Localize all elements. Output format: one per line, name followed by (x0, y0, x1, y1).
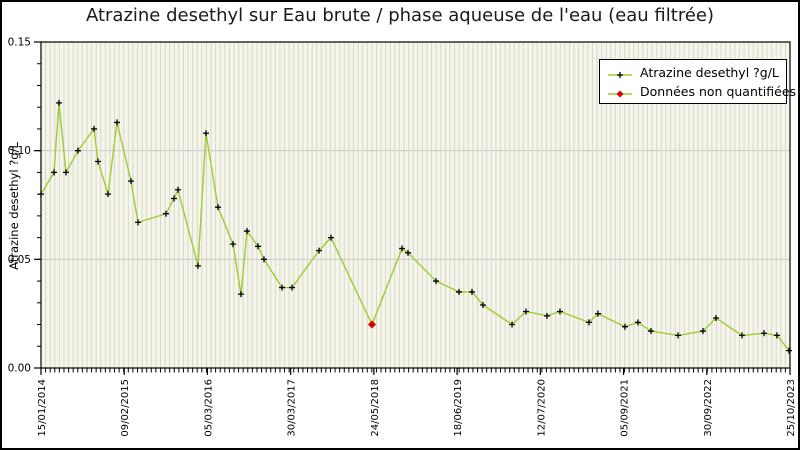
data-point-marker (544, 312, 551, 319)
y-tick-label: 0.05 (8, 254, 31, 266)
data-point-marker (134, 219, 141, 226)
x-tick-label: 15/01/2014 (37, 379, 48, 437)
unquantified-marker-icon (607, 85, 633, 98)
data-point-marker (773, 332, 780, 339)
data-point-marker (405, 249, 412, 256)
plot-frame (40, 41, 791, 369)
data-point-marker (243, 228, 250, 235)
data-point-marker (38, 191, 44, 198)
data-point-marker (456, 288, 463, 295)
data-point-marker (174, 186, 181, 193)
data-point-marker (237, 291, 244, 298)
data-point-marker (194, 262, 201, 269)
legend-label: Atrazine desethyl ?g/L (640, 64, 779, 80)
data-point-marker (761, 330, 768, 337)
y-tick-label: 0.15 (8, 37, 31, 49)
data-point-marker (468, 288, 475, 295)
data-point-marker (738, 332, 745, 339)
data-point-marker (288, 284, 295, 291)
data-point-marker (634, 319, 641, 326)
data-point-marker (230, 241, 237, 248)
legend-box: Atrazine desethyl ?g/L Données non quant… (599, 59, 796, 104)
x-tick-label: 24/05/2018 (370, 379, 381, 437)
legend-item: Atrazine desethyl ?g/L (600, 64, 786, 81)
data-point-marker (171, 195, 178, 202)
data-point-marker (55, 99, 62, 106)
x-tick-label: 25/10/2023 (786, 379, 797, 437)
data-point-marker (399, 245, 406, 252)
x-tick-label: 09/02/2015 (120, 379, 131, 437)
data-point-marker (63, 169, 70, 176)
x-tick-label: 30/09/2022 (703, 379, 714, 437)
data-point-marker (94, 158, 101, 165)
data-point-marker (595, 310, 602, 317)
data-point-marker (328, 234, 335, 241)
data-point-marker (214, 204, 221, 211)
series-line-marker-icon (607, 66, 633, 78)
chart-title: Atrazine desethyl sur Eau brute / phase … (85, 5, 715, 26)
data-point-marker (522, 308, 529, 315)
data-point-marker (509, 321, 516, 328)
x-tick-label: 18/06/2019 (453, 379, 464, 437)
y-tick-label: 0.10 (8, 145, 31, 157)
data-point-marker (316, 247, 323, 254)
data-point-marker (712, 315, 719, 322)
data-point-marker (104, 191, 111, 198)
data-point-marker (675, 332, 682, 339)
y-tick-label: 0.00 (8, 363, 31, 375)
x-tick-label: 05/03/2016 (203, 379, 214, 437)
data-point-marker (128, 178, 135, 185)
legend-marker-glyph (608, 90, 632, 98)
x-tick-label: 12/07/2020 (536, 379, 547, 437)
data-point-marker (647, 328, 654, 335)
data-point-marker (556, 308, 563, 315)
legend-label: Données non quantifiées (640, 83, 797, 99)
unquantified-point-marker (367, 320, 376, 329)
data-point-marker (75, 147, 82, 154)
y-axis-label: Atrazine desethyl ?g/L (7, 142, 21, 270)
data-point-marker (479, 301, 486, 308)
data-point-marker (254, 243, 261, 250)
data-point-marker (114, 119, 121, 126)
data-point-marker (699, 328, 706, 335)
legend-item: Données non quantifiées (600, 83, 796, 100)
x-tick-label: 30/03/2017 (287, 379, 298, 437)
data-point-marker (203, 130, 210, 137)
data-point-marker (91, 125, 98, 132)
data-point-marker (433, 278, 440, 285)
x-tick-label: 05/09/2021 (620, 379, 631, 437)
data-point-marker (585, 319, 592, 326)
legend-marker-glyph (608, 72, 632, 78)
data-point-marker (260, 256, 267, 263)
data-point-marker (621, 323, 628, 330)
data-point-marker (279, 284, 286, 291)
data-point-marker (786, 347, 793, 354)
data-point-marker (51, 169, 58, 176)
data-point-marker (163, 210, 170, 217)
